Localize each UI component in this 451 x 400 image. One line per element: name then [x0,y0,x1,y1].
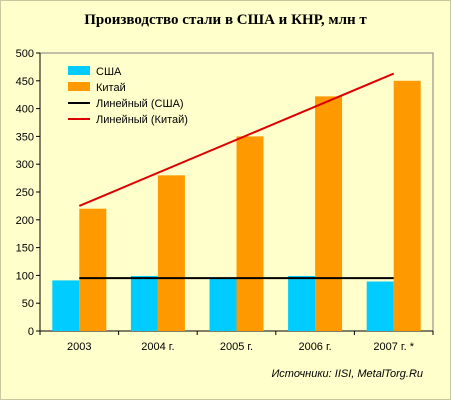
china-bar [157,175,185,331]
china-bar [315,96,343,331]
x-tick-label: 2006 г. [298,341,331,353]
y-tick-label: 350 [16,131,34,143]
china-bar [393,80,421,331]
usa-bar [52,280,80,331]
x-tick-label: 2007 г. * [373,341,414,353]
china-bar [79,208,107,331]
y-tick-label: 250 [16,187,34,199]
x-tick-label: 2005 г. [220,341,253,353]
y-tick-label: 450 [16,76,34,88]
source-note: Источники: IISI, MetalTorg.Ru [271,368,423,380]
x-tick-label: 2003 [67,341,91,353]
legend-china-trend-label: Линейный (Китай) [96,114,188,126]
chart-title: Производство стали в США и КНР, млн т [84,12,367,28]
usa-bar [209,278,237,331]
y-tick-label: 100 [16,270,34,282]
y-tick-label: 300 [16,159,34,171]
usa-bar [366,281,394,331]
x-tick-label: 2004 г. [141,341,174,353]
y-tick-label: 150 [16,243,34,255]
legend-usa-label: США [96,66,122,78]
usa-bar [288,275,316,331]
y-tick-label: 200 [16,215,34,227]
china-trendline [78,72,395,207]
y-tick-label: 500 [16,48,34,60]
y-tick-label: 0 [28,326,34,338]
legend-china-swatch [68,82,90,91]
legend-china-label: Китай [96,82,126,94]
legend-usa-trend-label: Линейный (США) [96,98,184,110]
china-bar [236,136,264,331]
y-tick-label: 50 [22,298,34,310]
legend-usa-swatch [68,66,90,75]
y-tick-label: 400 [16,104,34,116]
usa-bar [130,275,158,331]
